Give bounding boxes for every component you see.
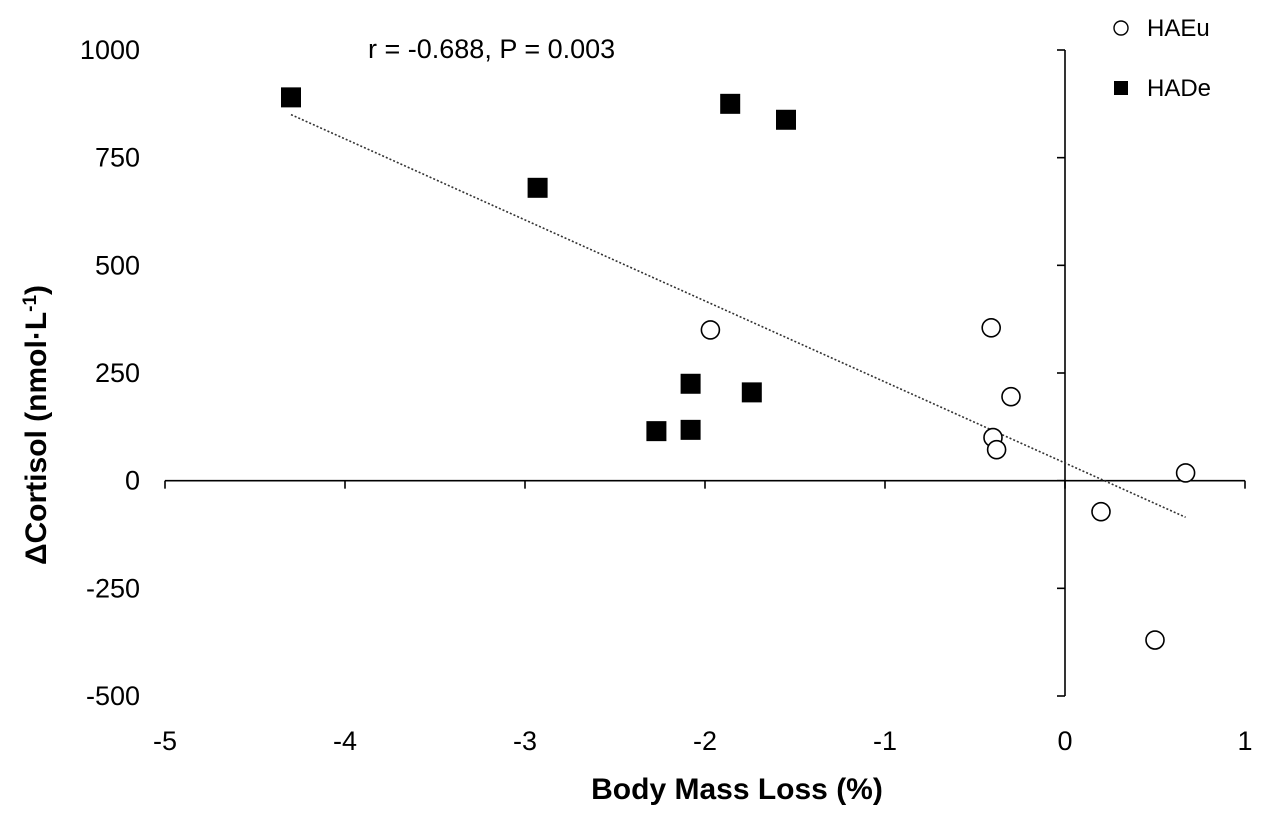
data-point-haeu xyxy=(700,320,721,340)
y-tick-label: -500 xyxy=(86,681,140,711)
axes: -5 -4 -3 -2 -1 0 1 1000 750 500 250 0 -250 -500 xyxy=(80,35,1253,756)
data-point-hade xyxy=(281,87,301,108)
data-point-hade xyxy=(527,177,548,198)
y-axis-title-superscript: -1 xyxy=(20,295,41,312)
y-axis-title-main: ΔCortisol (nmol·L xyxy=(20,312,53,565)
x-tick-label: 1 xyxy=(1237,726,1252,756)
data-point-hade xyxy=(776,109,796,130)
legend-item-hade: HADe xyxy=(1114,75,1211,102)
trendline xyxy=(290,113,1186,519)
trendline-layer xyxy=(290,113,1186,519)
x-tick-label: -3 xyxy=(513,726,537,756)
data-point-hade xyxy=(680,373,701,394)
y-tick-label: 750 xyxy=(95,143,140,173)
series-hade xyxy=(281,87,796,442)
data-point-hade xyxy=(741,382,762,403)
data-point-haeu xyxy=(981,317,1002,338)
data-point-hade xyxy=(680,419,701,440)
y-tick-label: 1000 xyxy=(80,35,140,65)
x-tick-label: -4 xyxy=(333,726,357,756)
data-point-hade xyxy=(646,421,667,442)
data-point-haeu xyxy=(1001,386,1021,407)
x-tick-label: -2 xyxy=(693,726,717,756)
legend-marker-hade xyxy=(1114,81,1128,95)
y-tick-label: 0 xyxy=(125,466,140,496)
data-points xyxy=(281,87,1196,650)
legend-label-hade: HADe xyxy=(1147,75,1211,102)
data-point-hade xyxy=(720,93,741,114)
x-axis-title: Body Mass Loss (%) xyxy=(591,773,883,806)
series-haeu xyxy=(700,317,1196,650)
legend-item-haeu: HAEu xyxy=(1113,15,1210,42)
x-tick-label: 0 xyxy=(1057,726,1072,756)
data-point-haeu xyxy=(1175,463,1196,483)
data-point-haeu xyxy=(1091,501,1111,522)
x-tick-label: -1 xyxy=(873,726,897,756)
data-point-haeu xyxy=(1145,630,1165,650)
data-point-haeu xyxy=(986,439,1007,460)
y-tick-label: 500 xyxy=(95,250,140,280)
y-tick-label: 250 xyxy=(95,358,140,388)
y-axis-title-close: ) xyxy=(20,285,53,295)
y-tick-label: -250 xyxy=(86,573,140,603)
legend-marker-haeu xyxy=(1113,20,1129,36)
legend-label-haeu: HAEu xyxy=(1147,15,1210,42)
y-axis-title: ΔCortisol (nmol·L-1) xyxy=(20,285,54,565)
correlation-annotation: r = -0.688, P = 0.003 xyxy=(368,34,615,64)
x-tick-label: -5 xyxy=(153,726,177,756)
legend: HAEu HADe xyxy=(1113,15,1211,102)
